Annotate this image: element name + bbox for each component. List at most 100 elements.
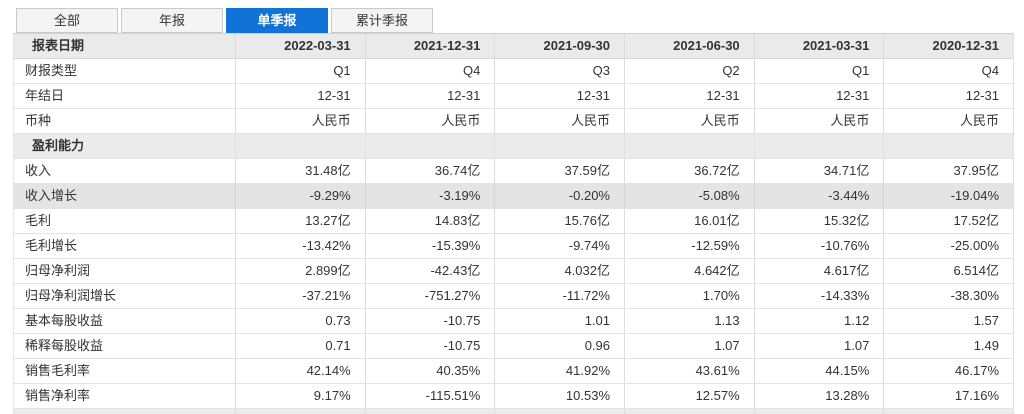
value-cell: 1.07 [624,334,754,358]
table-row: 基本每股收益 0.73 -10.75 1.01 1.13 1.12 1.57 [14,309,1013,334]
value-cell [883,409,1013,414]
value-cell: 13.27亿 [235,209,365,233]
financial-statements-table: 报表日期 2022-03-31 2021-12-31 2021-09-30 2021-0… [13,33,1014,414]
value-cell: -9.29% [235,184,365,208]
row-label-cell: 销售净利率 [25,388,91,403]
value-cell: 2020-12-31 [883,34,1013,58]
value-cell: 46.17% [883,359,1013,383]
value-cell: 1.49 [883,334,1013,358]
value-cell: 人民币 [235,109,365,133]
partial-next-row [14,409,1013,414]
value-cell: 0.73 [235,309,365,333]
row-label-cell: 基本每股收益 [25,313,104,328]
value-cell: Q1 [753,59,884,83]
table-row: 销售毛利率 42.14% 40.35% 41.92% 43.61% 44.15% 46.17… [14,359,1013,384]
value-cell: 2.899亿 [235,259,365,283]
row-label-cell [14,409,235,414]
value-cell [494,409,624,414]
value-cell [364,409,495,414]
value-cell: -25.00% [883,234,1013,258]
tab-single-quarter[interactable]: 单季报 [226,8,328,33]
value-cell: 1.70% [624,284,754,308]
value-cell [753,409,884,414]
row-label-cell: 年结日 [25,88,65,103]
table-row: 销售净利率 9.17% -115.51% 10.53% 12.57% 13.28% 17.1… [14,384,1013,409]
table-row: 毛利 13.27亿 14.83亿 15.76亿 16.01亿 15.32亿 17.52亿 [14,209,1013,234]
value-cell: 17.16% [883,384,1013,408]
value-cell: 17.52亿 [883,209,1013,233]
table-row: 归母净利润增长 -37.21% -751.27% -11.72% 1.70% -14.33… [14,284,1013,309]
value-cell: 4.642亿 [624,259,754,283]
table-row: 归母净利润 2.899亿 -42.43亿 4.032亿 4.642亿 4.617亿 6.51… [14,259,1013,284]
value-cell: 10.53% [494,384,624,408]
value-cell [624,134,754,158]
value-cell [235,134,365,158]
row-label-cell: 收入增长 [25,188,78,203]
value-cell: 1.57 [883,309,1013,333]
value-cell: Q4 [883,59,1013,83]
value-cell: 1.07 [753,334,884,358]
value-cell: 12-31 [883,84,1013,108]
value-cell: 0.71 [235,334,365,358]
value-cell: -14.33% [753,284,884,308]
value-cell: 0.96 [494,334,624,358]
value-cell: -3.44% [753,184,884,208]
row-label-cell: 报表日期 [32,38,85,53]
report-period-tabs: 全部 年报 单季报 累计季报 [16,8,433,33]
tab-cumulative-quarter[interactable]: 累计季报 [331,8,433,33]
value-cell: 37.59亿 [494,159,624,183]
value-cell: 34.71亿 [753,159,884,183]
row-label-cell: 币种 [25,113,52,128]
value-cell: -38.30% [883,284,1013,308]
value-cell: Q3 [494,59,624,83]
value-cell: 12-31 [494,84,624,108]
table-row: 稀释每股收益 0.71 -10.75 0.96 1.07 1.07 1.49 [14,334,1013,359]
row-label-cell: 销售毛利率 [25,363,91,378]
value-cell: 42.14% [235,359,365,383]
value-cell: 1.13 [624,309,754,333]
value-cell: -42.43亿 [364,259,495,283]
row-label-cell: 稀释每股收益 [25,338,104,353]
value-cell: 2021-09-30 [494,34,624,58]
value-cell: -19.04% [883,184,1013,208]
value-cell: 43.61% [624,359,754,383]
value-cell [883,134,1013,158]
value-cell: 人民币 [624,109,754,133]
row-label-cell: 收入 [25,163,52,178]
value-cell: 2021-06-30 [624,34,754,58]
value-cell: -9.74% [494,234,624,258]
value-cell: -751.27% [364,284,495,308]
value-cell: -37.21% [235,284,365,308]
table-row: 年结日 12-31 12-31 12-31 12-31 12-31 12-31 [14,84,1013,109]
tab-all[interactable]: 全部 [16,8,118,33]
value-cell: 41.92% [494,359,624,383]
value-cell: 44.15% [753,359,884,383]
tab-annual[interactable]: 年报 [121,8,223,33]
value-cell: 14.83亿 [364,209,495,233]
value-cell: 16.01亿 [624,209,754,233]
value-cell: 12.57% [624,384,754,408]
value-cell: 31.48亿 [235,159,365,183]
table-row: 收入 31.48亿 36.74亿 37.59亿 36.72亿 34.71亿 37.95亿 [14,159,1013,184]
table-row: 收入增长 -9.29% -3.19% -0.20% -5.08% -3.44% -19.04… [14,184,1013,209]
row-label-cell: 归母净利润增长 [25,288,117,303]
value-cell: 2022-03-31 [235,34,365,58]
row-label-cell: 盈利能力 [32,138,85,153]
row-label-cell: 财报类型 [25,63,78,78]
table-row: 币种 人民币 人民币 人民币 人民币 人民币 人民币 [14,109,1013,134]
value-cell: -10.76% [753,234,884,258]
table-header-row: 报表日期 2022-03-31 2021-12-31 2021-09-30 2021-0… [14,34,1013,59]
table-row: 盈利能力 [14,134,1013,159]
value-cell: 人民币 [364,109,495,133]
value-cell: 2021-03-31 [753,34,884,58]
value-cell: Q1 [235,59,365,83]
value-cell [494,134,624,158]
value-cell: 人民币 [494,109,624,133]
table-row: 财报类型 Q1 Q4 Q3 Q2 Q1 Q4 [14,59,1013,84]
value-cell: 人民币 [753,109,884,133]
row-label-cell: 归母净利润 [25,263,91,278]
value-cell: 40.35% [364,359,495,383]
value-cell: 4.032亿 [494,259,624,283]
value-cell: 36.74亿 [364,159,495,183]
row-label-cell: 毛利增长 [25,238,78,253]
